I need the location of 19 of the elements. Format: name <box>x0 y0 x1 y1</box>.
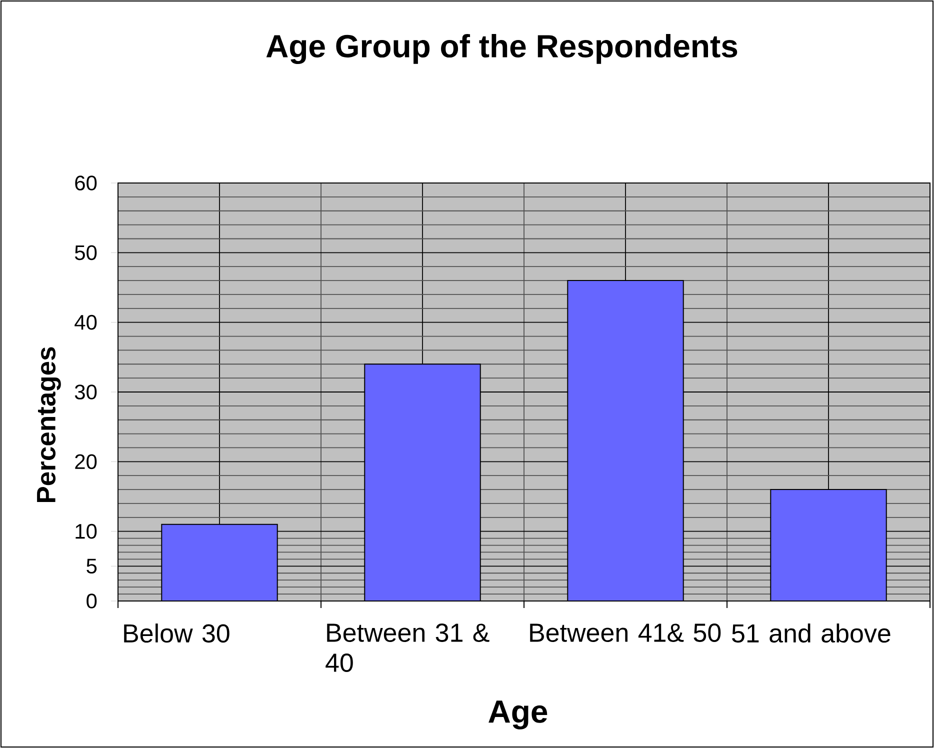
y-tick-label: 0 <box>86 594 97 608</box>
bar <box>770 489 887 601</box>
x-tick-label: 51 and above <box>732 624 890 643</box>
bar <box>364 364 481 601</box>
y-tick-label: 40 <box>74 314 97 330</box>
y-tick-label: 10 <box>76 524 97 539</box>
y-tick-label: 5 <box>86 558 97 574</box>
x-axis-title: Age <box>488 700 548 730</box>
y-tick-label: 20 <box>75 454 97 470</box>
y-axis-title: Percentages <box>37 347 61 502</box>
x-tick-label: Between 41& 50 <box>530 624 721 642</box>
y-tick-label: 60 <box>75 176 97 190</box>
y-tick-label: 30 <box>74 384 97 400</box>
x-tick-label: Between 31 & 40 <box>326 624 490 672</box>
x-tick-label: Below 30 <box>124 624 230 643</box>
bar <box>161 524 278 601</box>
chart-title: Age Group of the Respondents <box>266 34 738 64</box>
y-tick-label: 50 <box>74 245 97 260</box>
bar <box>567 280 684 601</box>
